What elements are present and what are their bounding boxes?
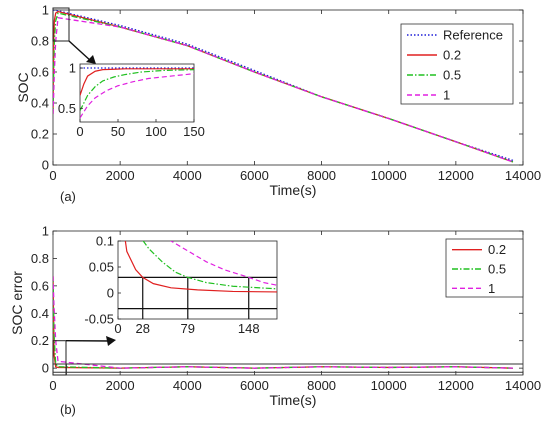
y-tick-label: 0.8 [31,251,49,266]
inset-x-tick-label: 0 [114,321,121,336]
inset-x-tick-label: 28 [135,321,149,336]
zoom-arrowhead [86,55,96,64]
x-tick-label: 8000 [307,378,336,393]
x-tick-label: 6000 [240,378,269,393]
x-tick-label: 14000 [505,378,541,393]
inset-series-0.5 [142,241,277,290]
x-tick-label: 4000 [173,378,202,393]
zoom-arrow [68,40,93,63]
legend-label-0.5: 0.5 [488,262,506,277]
y-tick-label: 0.2 [31,333,49,348]
zoom-box [52,340,67,376]
x-tick-label: 12000 [438,168,474,183]
legend-label-1: 1 [443,88,450,103]
series-line-0.5 [53,276,513,369]
y-tick-label: 0.4 [31,306,49,321]
y-tick-label: 0.6 [31,278,49,293]
x-tick-label: 12000 [438,378,474,393]
panel-label: (b) [60,402,76,417]
x-tick-label: 8000 [307,168,336,183]
x-tick-label: 0 [49,168,56,183]
inset-series-0.2 [80,68,194,96]
x-tick-label: 10000 [371,168,407,183]
series-line-1 [53,17,514,163]
zoom-arrowhead [106,336,116,346]
x-tick-label: 10000 [371,378,407,393]
inset-y-tick-label: 0.1 [96,234,114,249]
inset-series-1 [170,241,277,286]
x-axis-label: Time(s) [270,182,317,198]
y-tick-label: 0 [42,158,49,173]
zoom-box [52,7,70,42]
y-tick-label: 0 [42,361,49,376]
legend-label-Reference: Reference [443,28,503,43]
inset-x-tick-label: 79 [181,321,195,336]
legend-box [400,23,514,105]
x-tick-label: 0 [49,378,56,393]
y-axis-label: SOC error [9,271,25,335]
inset-y-tick-label: 1 [69,61,76,76]
legend-label-0.5: 0.5 [443,68,461,83]
y-tick-label: 0.8 [31,34,49,49]
inset-series-0.5 [80,69,194,111]
y-tick-label: 1 [42,3,49,18]
inset-y-tick-label: 0 [107,286,114,301]
inset-x-tick-label: 50 [111,124,125,139]
inset-x-tick-label: 0 [76,124,83,139]
inset-plot-area [79,63,195,123]
y-tick-label: 0.2 [31,127,49,142]
legend-label-0.2: 0.2 [443,48,461,63]
legend-label-0.2: 0.2 [488,242,506,257]
inset-series-1 [80,73,194,119]
inset-y-tick-label: 0.5 [58,101,76,116]
inset-x-tick-label: 148 [238,321,260,336]
y-axis-label: SOC [15,72,31,102]
y-tick-label: 0.4 [31,96,49,111]
x-tick-label: 6000 [240,168,269,183]
inset-y-tick-label: -0.05 [84,312,114,327]
x-axis-label: Time(s) [270,392,317,408]
y-tick-label: 0.6 [31,65,49,80]
x-tick-label: 2000 [106,378,135,393]
x-tick-label: 2000 [106,168,135,183]
y-tick-label: 1 [42,224,49,239]
panel-label: (a) [60,189,76,204]
x-tick-label: 14000 [505,168,541,183]
legend-label-1: 1 [488,281,495,296]
inset-series-0.2 [124,241,277,293]
x-tick-label: 4000 [173,168,202,183]
inset-y-tick-label: 0.05 [89,260,114,275]
inset-x-tick-label: 100 [145,124,167,139]
legend-box [445,238,524,298]
series-line-Reference [53,10,514,161]
inset-x-tick-label: 150 [183,124,205,139]
